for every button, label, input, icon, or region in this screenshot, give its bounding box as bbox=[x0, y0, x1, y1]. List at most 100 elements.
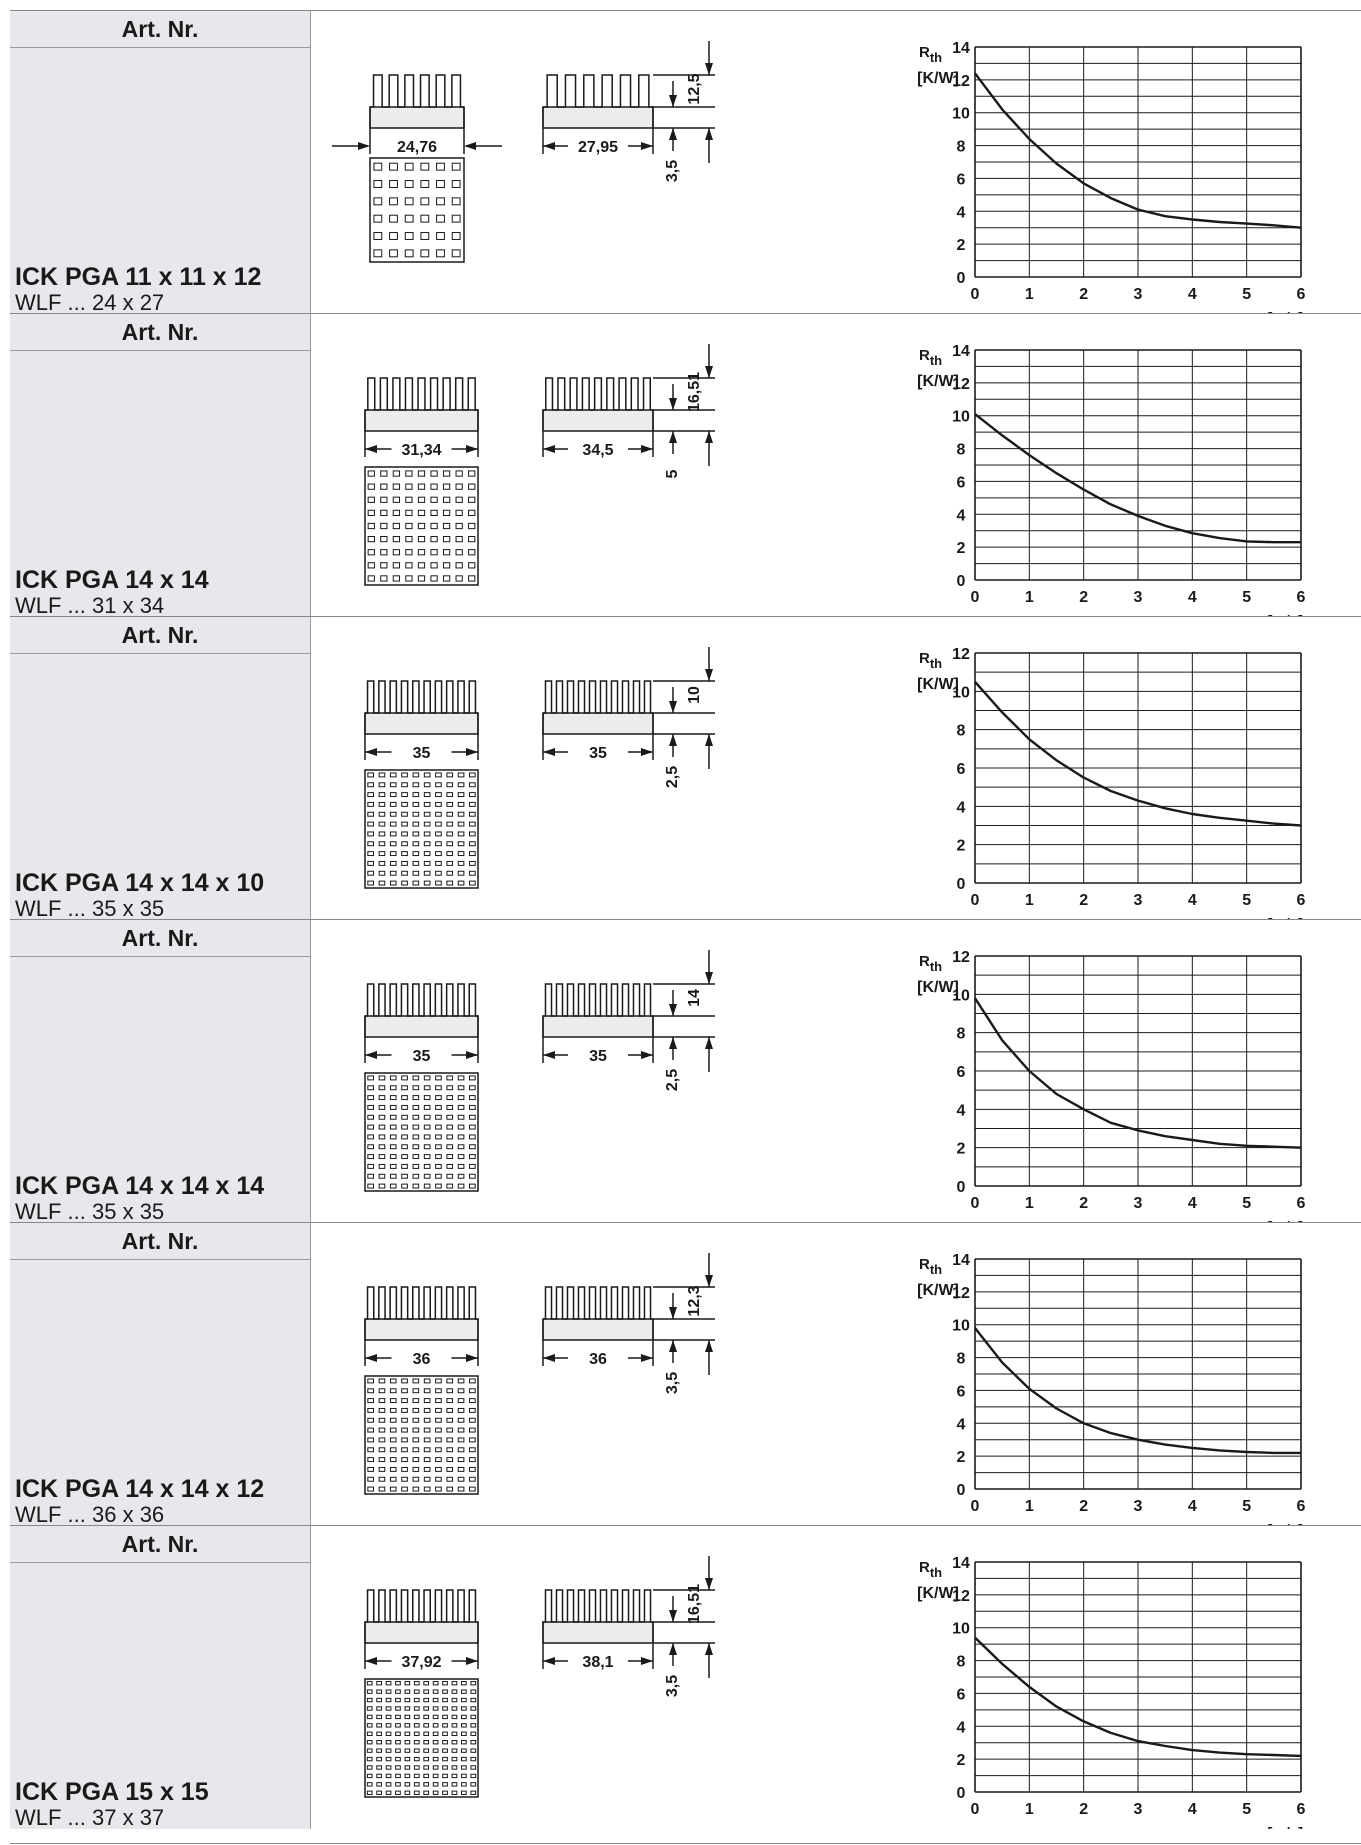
pin bbox=[446, 772, 454, 778]
pin bbox=[446, 1163, 454, 1169]
pin bbox=[366, 1748, 373, 1753]
dim-height: 16,51 bbox=[686, 1584, 703, 1624]
pin bbox=[389, 1388, 397, 1394]
pin bbox=[461, 1731, 467, 1736]
pin bbox=[430, 496, 438, 503]
front-view-profile bbox=[364, 983, 479, 1038]
side-view-profile bbox=[542, 983, 654, 1038]
pin bbox=[413, 1689, 420, 1694]
pin bbox=[457, 860, 465, 866]
pin bbox=[451, 1689, 458, 1694]
pin bbox=[373, 249, 383, 258]
pin bbox=[446, 792, 454, 798]
pin bbox=[380, 470, 388, 477]
pin bbox=[430, 562, 438, 569]
pin bbox=[435, 1437, 442, 1443]
pin bbox=[451, 180, 461, 188]
dim-arrow bbox=[705, 366, 713, 378]
product-row: Art. Nr. ICK PGA 14 x 14 x 14 WLF ... 35 x… bbox=[10, 919, 1361, 1224]
pin bbox=[389, 1486, 397, 1492]
pin bbox=[412, 1457, 420, 1463]
pin bbox=[367, 870, 374, 876]
pin bbox=[373, 214, 383, 223]
pin bbox=[412, 1144, 420, 1150]
pin bbox=[378, 1173, 386, 1179]
pin bbox=[373, 197, 383, 206]
pin bbox=[451, 1681, 458, 1686]
dim-front-width: 35 bbox=[413, 745, 431, 762]
dim-arrow bbox=[641, 142, 653, 150]
pin bbox=[423, 801, 431, 807]
pin bbox=[435, 1154, 442, 1160]
pin bbox=[404, 214, 414, 223]
y-tick-label: 8 bbox=[957, 1351, 966, 1368]
pin bbox=[469, 1144, 476, 1150]
pin bbox=[446, 1173, 454, 1179]
pin bbox=[435, 1104, 442, 1110]
y-axis-unit: [K/W] bbox=[917, 979, 959, 996]
table-bottom-border bbox=[10, 1843, 1361, 1844]
dim-arrow bbox=[669, 1037, 677, 1049]
pin bbox=[451, 162, 461, 171]
pin bbox=[367, 549, 375, 556]
pin bbox=[378, 801, 386, 807]
pin bbox=[367, 522, 375, 530]
y-tick-label: 10 bbox=[952, 684, 970, 701]
pin bbox=[469, 880, 476, 886]
pin bbox=[442, 1681, 448, 1686]
dim-front-width: 35 bbox=[413, 1048, 431, 1065]
pin bbox=[373, 232, 383, 240]
pin bbox=[367, 1183, 374, 1189]
pin bbox=[469, 1378, 476, 1384]
x-tick-label: 6 bbox=[1297, 286, 1306, 303]
pin bbox=[389, 821, 397, 827]
pin bbox=[367, 1154, 374, 1160]
pin bbox=[367, 1447, 374, 1453]
pin bbox=[469, 1447, 476, 1453]
pin bbox=[457, 1447, 465, 1453]
pin bbox=[378, 1398, 386, 1404]
heatsink-fins bbox=[543, 377, 653, 411]
y-tick-label: 12 bbox=[952, 646, 970, 663]
pin bbox=[389, 851, 397, 857]
pin bbox=[430, 549, 438, 556]
pin bbox=[389, 1085, 397, 1091]
pin bbox=[457, 1437, 465, 1443]
y-axis-label: Rth bbox=[919, 1559, 942, 1580]
x-tick-label: 0 bbox=[971, 1801, 980, 1818]
pin bbox=[412, 1124, 420, 1130]
y-tick-label: 6 bbox=[957, 1064, 966, 1081]
y-tick-label: 2 bbox=[957, 237, 966, 254]
pin bbox=[457, 880, 465, 886]
pin bbox=[404, 249, 414, 258]
pin bbox=[366, 1689, 373, 1694]
pin bbox=[442, 1756, 448, 1762]
pin bbox=[446, 831, 454, 837]
rth-sub: th bbox=[930, 353, 942, 368]
heatsink-base bbox=[364, 1015, 479, 1038]
pin bbox=[395, 1689, 401, 1694]
pin bbox=[436, 249, 445, 258]
dim-arrow bbox=[705, 431, 713, 443]
pin bbox=[405, 483, 413, 490]
dim-base: 3,5 bbox=[664, 1372, 681, 1394]
pin bbox=[423, 1486, 431, 1492]
pin bbox=[468, 470, 476, 477]
pin bbox=[455, 470, 463, 477]
pin bbox=[423, 1144, 431, 1150]
pin bbox=[457, 1466, 465, 1472]
pin bbox=[378, 1124, 386, 1130]
y-tick-label: 0 bbox=[957, 1482, 966, 1499]
dim-arrow bbox=[641, 445, 653, 453]
pin bbox=[401, 1183, 408, 1189]
dim-arrow bbox=[705, 1578, 713, 1590]
pin bbox=[389, 1075, 397, 1081]
pin bbox=[469, 821, 476, 827]
pin bbox=[457, 1417, 465, 1423]
pin bbox=[366, 1765, 373, 1770]
pin bbox=[446, 1144, 454, 1150]
art-nr-header: Art. Nr. bbox=[10, 1223, 310, 1260]
pin bbox=[380, 509, 388, 517]
y-tick-label: 8 bbox=[957, 139, 966, 156]
